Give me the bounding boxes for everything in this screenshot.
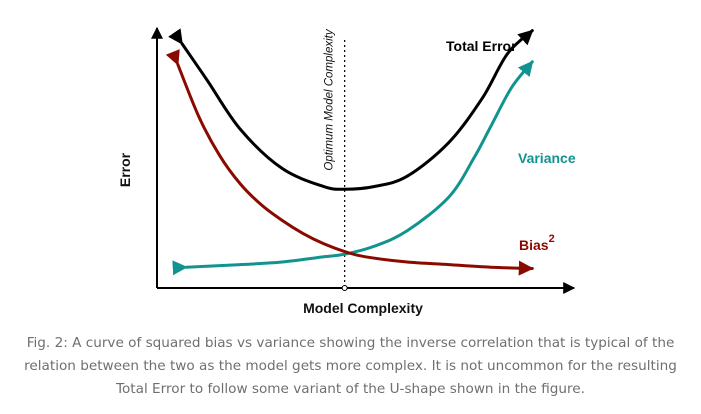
figure-caption: Fig. 2: A curve of squared bias vs varia… <box>24 335 677 397</box>
total-error-label: Total Error <box>446 38 517 54</box>
y-axis-title: Error <box>117 152 133 187</box>
bias-curve <box>165 49 534 276</box>
variance-curve <box>172 60 534 276</box>
bias-label-superscript: 2 <box>549 233 555 245</box>
x-axis-title: Model Complexity <box>303 300 423 316</box>
total-error-curve <box>168 28 534 191</box>
optimum-label: Optimum Model Complexity <box>324 28 336 170</box>
bias-label-text: Bias <box>519 237 549 253</box>
optimum-tick <box>341 285 348 291</box>
variance-label: Variance <box>518 150 576 166</box>
bias-label: Bias2 <box>519 233 555 253</box>
bias-variance-chart: Error Model Complexity Optimum Model Com… <box>117 26 576 316</box>
